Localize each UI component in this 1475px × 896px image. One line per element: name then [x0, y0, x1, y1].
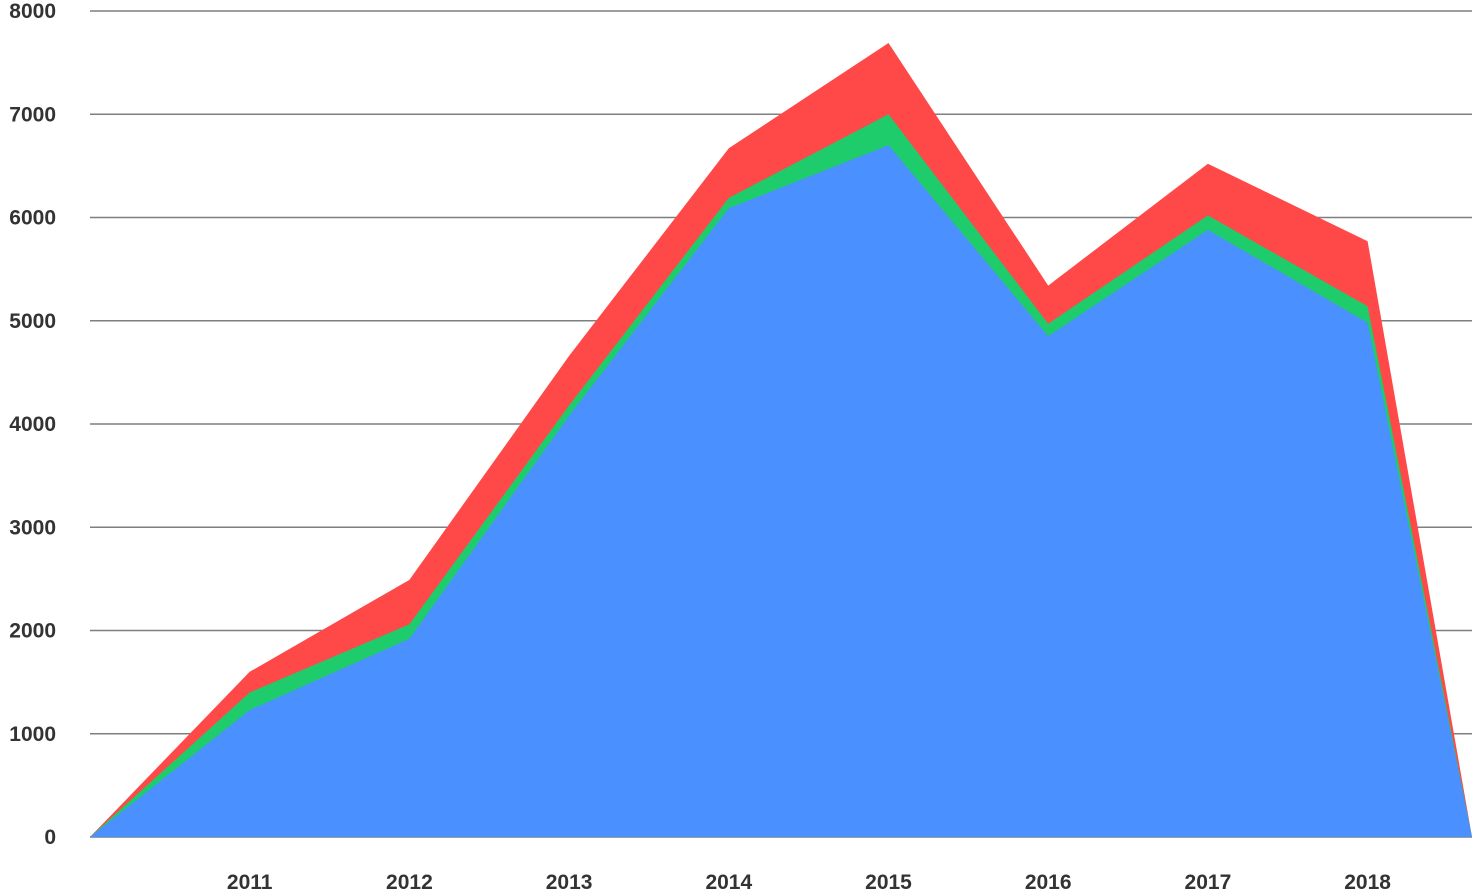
y-tick-label: 4000: [9, 413, 56, 436]
y-axis-tick-labels: 0 1000 2000 3000 4000 5000 6000 7000 8000: [9, 0, 56, 849]
y-tick-label: 5000: [9, 310, 56, 333]
x-tick-label: 2012: [386, 871, 433, 894]
x-tick-label: 2018: [1344, 871, 1391, 894]
x-tick-label: 2013: [546, 871, 593, 894]
y-tick-label: 6000: [9, 207, 56, 230]
x-tick-label: 2016: [1025, 871, 1072, 894]
y-tick-label: 2000: [9, 620, 56, 643]
y-tick-label: 0: [44, 826, 56, 849]
y-tick-label: 1000: [9, 723, 56, 746]
y-tick-label: 3000: [9, 516, 56, 539]
x-axis-tick-labels: 2011 2012 2013 2014 2015 2016 2017 2018: [227, 871, 1391, 894]
x-tick-label: 2017: [1185, 871, 1232, 894]
area-series: [90, 43, 1472, 838]
x-tick-label: 2015: [865, 871, 912, 894]
x-tick-label: 2014: [705, 871, 752, 894]
y-tick-label: 8000: [9, 0, 56, 23]
area-series-1: [90, 145, 1472, 837]
y-tick-label: 7000: [9, 103, 56, 126]
x-tick-label: 2011: [227, 871, 273, 894]
